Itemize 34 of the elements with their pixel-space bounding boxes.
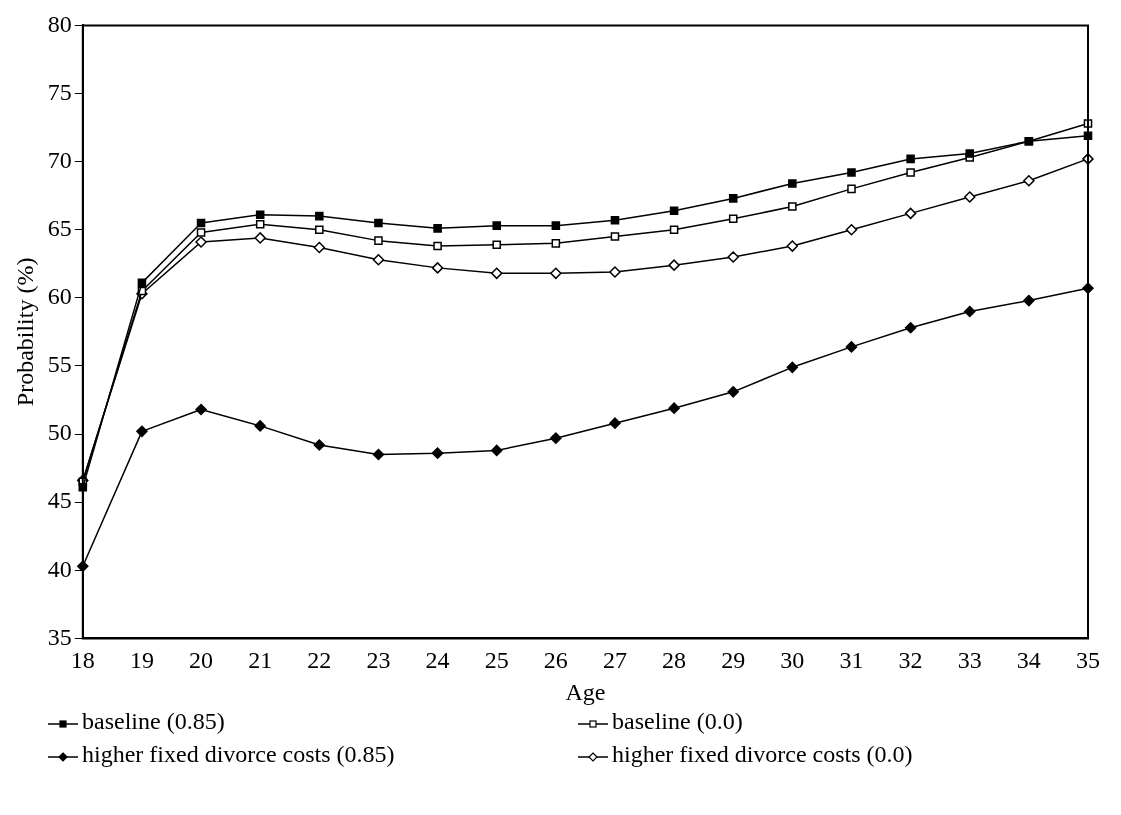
x-tick-label: 22 — [307, 647, 332, 674]
x-axis-title: Age — [565, 678, 606, 705]
x-tick-label: 30 — [780, 647, 805, 674]
x-tick-label: 33 — [957, 647, 982, 674]
x-tick-label: 34 — [1016, 647, 1041, 674]
x-tick-label: 25 — [484, 647, 509, 674]
y-tick-label: 45 — [47, 487, 72, 514]
y-tick-label: 65 — [47, 215, 72, 242]
y-tick-label: 70 — [47, 146, 72, 173]
x-tick-label: 18 — [70, 647, 95, 674]
y-tick-label: 75 — [47, 78, 72, 105]
x-tick-label: 27 — [602, 647, 627, 674]
x-tick-label: 28 — [662, 647, 687, 674]
x-tick-label: 21 — [248, 647, 273, 674]
x-tick-label: 19 — [129, 647, 154, 674]
y-tick-label: 55 — [47, 351, 72, 378]
y-axis-title: Probability (%) — [11, 257, 38, 407]
legend-label: higher fixed divorce costs (0.0) — [612, 741, 913, 768]
x-tick-label: 23 — [366, 647, 391, 674]
x-tick-label: 26 — [543, 647, 568, 674]
x-tick-label: 35 — [1076, 647, 1100, 674]
x-tick-label: 29 — [721, 647, 746, 674]
y-tick-label: 50 — [47, 419, 72, 446]
legend-label: higher fixed divorce costs (0.85) — [82, 741, 395, 768]
x-tick-label: 32 — [898, 647, 923, 674]
x-tick-label: 31 — [839, 647, 864, 674]
x-tick-label: 24 — [425, 647, 450, 674]
legend-label: baseline (0.0) — [612, 708, 743, 735]
x-tick-label: 20 — [189, 647, 214, 674]
y-tick-label: 80 — [47, 10, 72, 37]
legend-label: baseline (0.85) — [82, 708, 225, 735]
y-tick-label: 60 — [47, 283, 72, 310]
y-tick-label: 35 — [47, 623, 72, 650]
y-tick-label: 40 — [47, 555, 72, 582]
